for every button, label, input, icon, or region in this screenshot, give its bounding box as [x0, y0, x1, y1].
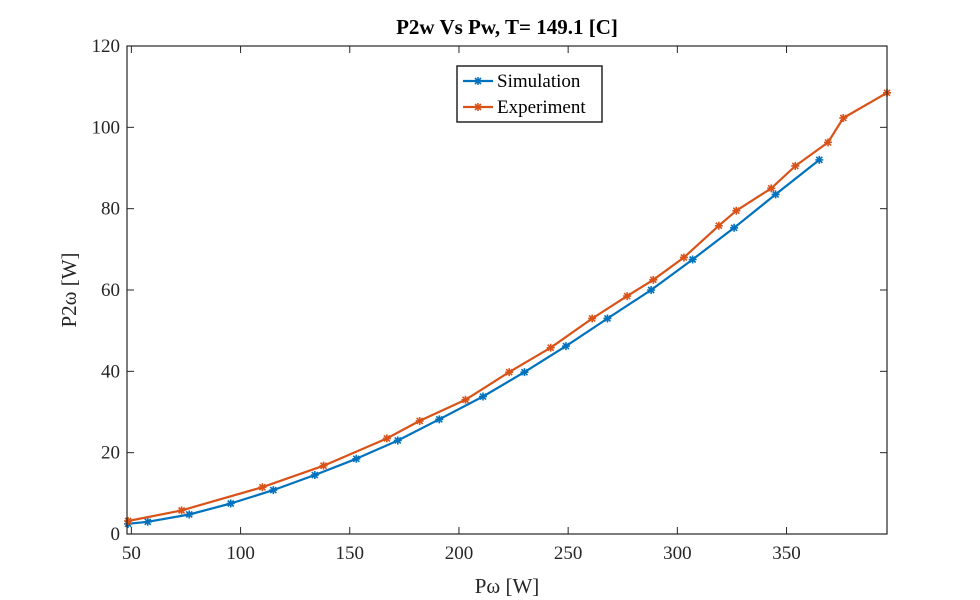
data-point-experiment: [505, 368, 514, 377]
data-point-simulation: [352, 454, 361, 463]
x-tick-label: 250: [554, 543, 583, 564]
data-point-experiment: [679, 253, 688, 262]
data-point-simulation: [520, 368, 529, 377]
plot-area-frame: [126, 45, 888, 535]
y-tick-label: 60: [101, 280, 120, 301]
data-point-simulation: [603, 314, 612, 323]
data-point-experiment: [732, 206, 741, 215]
data-point-experiment: [839, 113, 848, 122]
data-point-simulation: [269, 486, 278, 495]
y-tick-label: 40: [101, 361, 120, 382]
series-line-experiment: [127, 91, 888, 523]
data-point-experiment: [714, 221, 723, 230]
y-tick-label: 80: [101, 199, 120, 220]
data-point-experiment: [767, 184, 776, 193]
data-point-simulation: [647, 286, 656, 294]
legend-label-experiment: Experiment: [497, 97, 586, 118]
y-tick-label: 0: [111, 524, 121, 545]
x-tick-label: 200: [445, 543, 474, 564]
legend-box: [456, 65, 603, 123]
x-tick-label: 150: [336, 543, 365, 564]
data-point-experiment: [546, 343, 555, 352]
x-tick-label: 300: [663, 543, 692, 564]
data-point-simulation: [688, 255, 697, 264]
y-axis-label: P2ω [W]: [57, 252, 81, 327]
data-point-experiment: [258, 483, 267, 492]
data-point-simulation: [815, 155, 824, 164]
y-tick-label: 20: [101, 443, 120, 464]
data-point-experiment: [177, 506, 186, 515]
ticks-layer: 50 100 150 200 250 300 350 0 20 40 60 80 100 120: [92, 36, 887, 564]
data-point-experiment: [791, 161, 800, 170]
x-tick-label: 50: [122, 543, 141, 564]
chart-title: P2w Vs Pw, T= 149.1 [C]: [396, 15, 618, 39]
x-tick-label: 100: [226, 543, 255, 564]
series-line-simulation: [127, 159, 820, 525]
x-axis-label: Pω [W]: [475, 574, 540, 598]
data-point-experiment: [415, 416, 424, 425]
data-point-simulation: [143, 517, 152, 526]
data-point-experiment: [588, 314, 597, 323]
legend-marker-experiment: [474, 103, 482, 111]
data-point-simulation: [435, 415, 444, 424]
data-point-simulation: [185, 510, 194, 519]
legend: Simulation Experiment: [456, 65, 603, 123]
data-point-experiment: [649, 275, 658, 284]
legend-entries: Simulation Experiment: [463, 71, 586, 118]
data-point-experiment: [623, 292, 632, 301]
data-point-simulation: [393, 436, 402, 445]
data-point-experiment: [382, 434, 391, 443]
data-point-experiment: [824, 138, 833, 147]
series-layer: [124, 88, 891, 528]
data-point-simulation: [561, 342, 570, 351]
data-point-simulation: [730, 223, 739, 232]
data-point-simulation: [310, 471, 319, 480]
y-tick-label: 100: [92, 117, 121, 138]
data-point-simulation: [771, 190, 780, 199]
data-point-experiment: [461, 395, 470, 404]
data-point-experiment: [124, 516, 133, 525]
legend-marker-simulation: [474, 77, 482, 85]
data-point-experiment: [319, 461, 328, 470]
legend-label-simulation: Simulation: [497, 71, 581, 92]
data-point-simulation: [478, 392, 487, 401]
data-point-simulation: [226, 499, 235, 508]
x-tick-label: 350: [772, 543, 801, 564]
y-tick-label: 120: [92, 36, 121, 57]
